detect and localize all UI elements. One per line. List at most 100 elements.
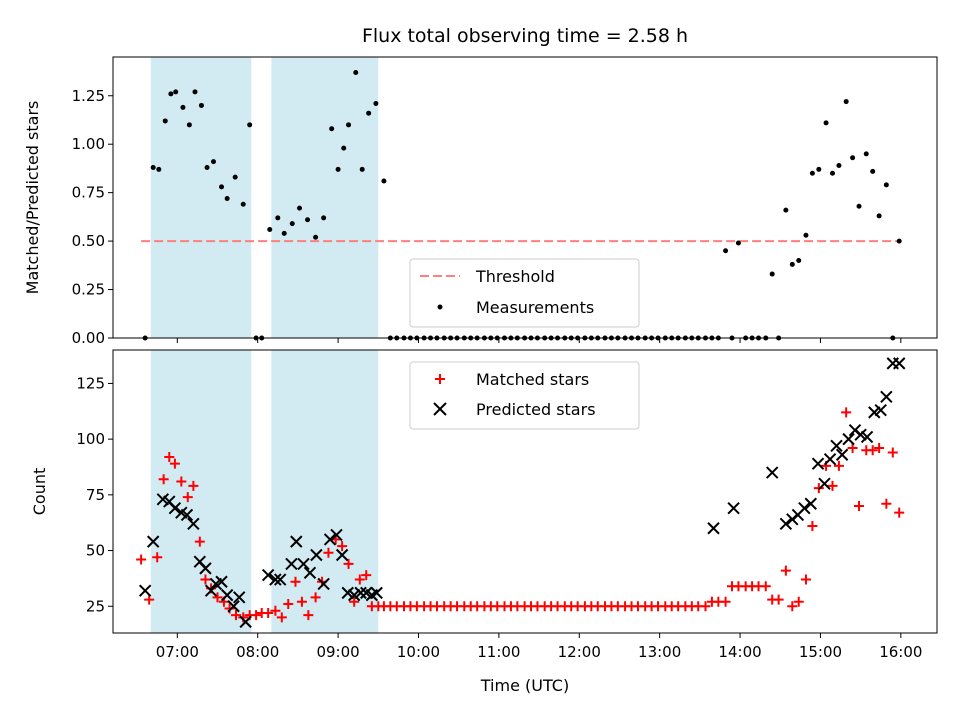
- matched-star-point: [251, 610, 262, 621]
- matched-star-point: [800, 574, 811, 585]
- predicted-star-point: [261, 568, 275, 582]
- predicted-star-point: [290, 535, 303, 548]
- measurement-point: [783, 207, 789, 213]
- matched-star-point: [303, 610, 314, 621]
- legend-matched-label: Matched stars: [476, 370, 589, 389]
- predicted-star-point: [335, 548, 349, 562]
- predicted-star-point: [168, 502, 182, 515]
- measurement-point: [156, 166, 162, 172]
- predicted-star-point: [823, 452, 837, 466]
- measurement-point: [210, 159, 216, 165]
- x-tick-label: 10:00: [397, 643, 440, 661]
- predicted-star-point: [880, 390, 893, 404]
- predicted-star-point: [779, 517, 793, 531]
- chart-title: Flux total observing time = 2.58 h: [362, 25, 688, 47]
- measurement-point: [329, 126, 335, 132]
- matched-star-point: [276, 612, 287, 623]
- matched-star-point: [354, 574, 365, 585]
- measurement-point: [359, 166, 365, 172]
- predicted-star-point: [811, 457, 825, 470]
- matched-star-point: [841, 407, 852, 418]
- predicted-star-point: [707, 522, 720, 535]
- legend-threshold-label: Threshold: [475, 267, 555, 286]
- matched-star-point: [361, 570, 372, 581]
- measurement-point: [829, 170, 835, 176]
- matched-star-point: [310, 592, 321, 603]
- y-tick-label: 100: [76, 430, 105, 448]
- measurement-point: [232, 174, 238, 180]
- predicted-star-point: [798, 502, 811, 515]
- x-tick-label: 14:00: [718, 643, 761, 661]
- count-panel: 07:00 08:00 09:00 10:00 11:00 12:00 13:00 14:00…: [30, 349, 938, 661]
- count-legend: Matched stars Predicted stars: [409, 361, 640, 430]
- legend-measurements-label: Measurements: [476, 298, 594, 317]
- predicted-star-point: [199, 562, 212, 575]
- predicted-star-point: [860, 430, 874, 444]
- count-panel-x-ticks: 07:00 08:00 09:00 10:00 11:00 12:00 13:00 14:00…: [156, 633, 922, 661]
- measurement-point: [883, 182, 889, 188]
- measurement-point: [796, 257, 802, 263]
- matched-star-point: [224, 603, 235, 614]
- x-tick-label: 13:00: [638, 643, 681, 661]
- legend-predicted-swatch: [433, 402, 447, 416]
- matched-star-point: [720, 596, 731, 607]
- measurement-point: [150, 164, 156, 170]
- measurement-point: [267, 226, 273, 232]
- predicted-star-point: [220, 588, 234, 602]
- matched-star-point: [270, 605, 281, 616]
- measurement-point: [843, 99, 849, 105]
- ratio-panel-y-ticks: 0.00 0.25 0.50 0.75 1.00 1.25: [72, 87, 113, 347]
- ratio-panel-frame: [112, 56, 938, 339]
- matched-star-point: [833, 460, 844, 471]
- matched-star-point: [787, 601, 798, 612]
- measurement-point: [198, 102, 204, 108]
- measurement-point: [335, 166, 341, 172]
- measurement-point: [346, 122, 352, 128]
- matched-star-point: [343, 558, 354, 569]
- matched-star-point: [854, 500, 865, 511]
- predicted-star-point: [323, 533, 337, 546]
- predicted-star-point: [818, 477, 831, 490]
- count-legend-box: [409, 361, 640, 430]
- measurement-point: [173, 89, 179, 95]
- matched-star-point: [847, 443, 858, 454]
- matched-star-point: [296, 596, 307, 607]
- matched-star-point: [176, 476, 187, 487]
- predicted-star-point: [330, 528, 343, 542]
- count-panel-frame: [112, 349, 938, 634]
- matched-star-point: [169, 458, 180, 469]
- measurement-point: [247, 122, 253, 128]
- measurement-point: [305, 217, 311, 223]
- measurement-point: [769, 271, 775, 277]
- measurement-point: [381, 178, 387, 184]
- x-tick-label: 12:00: [558, 643, 601, 661]
- y-tick-label: 50: [86, 542, 105, 560]
- x-tick-label: 15:00: [799, 643, 842, 661]
- predicted-star-point: [727, 502, 740, 515]
- measurement-point: [856, 203, 862, 209]
- predicted-star-point: [370, 586, 383, 600]
- measurement-point: [168, 91, 174, 97]
- matched-star-point: [212, 592, 223, 603]
- matched-star-point: [337, 541, 348, 552]
- predicted-star-point: [239, 615, 252, 629]
- shaded-interval-2: [271, 57, 379, 338]
- matched-star-point: [164, 451, 175, 462]
- measurement-point: [204, 164, 210, 170]
- measurement-point: [823, 120, 829, 126]
- matched-star-point: [144, 594, 155, 605]
- ratio-y-axis-label: Matched/Predicted stars: [23, 101, 42, 295]
- x-tick-label: 08:00: [236, 643, 279, 661]
- measurement-point: [850, 155, 856, 161]
- measurement-point: [297, 205, 303, 211]
- legend-measurements-swatch: [437, 304, 443, 310]
- measurement-point: [353, 70, 359, 76]
- matched-star-point: [290, 576, 301, 587]
- y-tick-label: 1.00: [72, 135, 105, 153]
- measurement-point: [162, 118, 168, 124]
- y-tick-label: 0.50: [72, 232, 105, 250]
- matched-star-point: [793, 596, 804, 607]
- measurement-point: [863, 151, 869, 157]
